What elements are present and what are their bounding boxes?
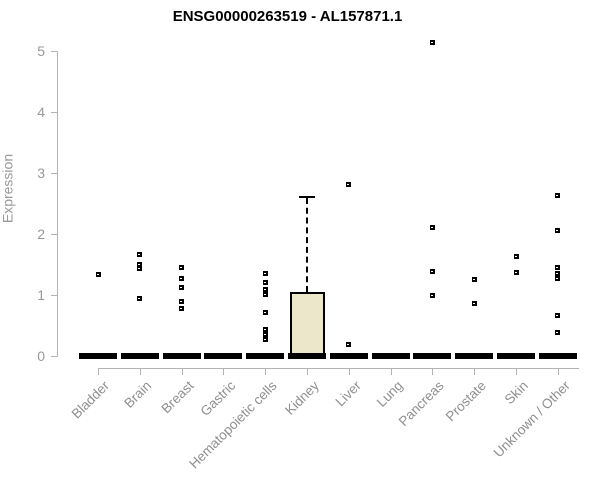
x-tick <box>223 368 225 375</box>
box-median-bar <box>455 352 494 359</box>
x-tick-label: Gastric <box>197 378 239 419</box>
x-tick <box>348 368 350 375</box>
x-tick <box>474 368 476 375</box>
y-tick-label: 0 <box>37 347 45 364</box>
y-tick <box>51 233 57 235</box>
y-tick <box>51 111 57 113</box>
x-tick-label: Bladder <box>69 378 113 422</box>
y-tick-label: 3 <box>37 164 45 181</box>
data-point <box>179 285 185 291</box>
data-point <box>262 326 268 332</box>
box-median-bar <box>288 352 326 359</box>
x-tick <box>390 368 392 375</box>
x-tick-label: Lung <box>373 378 406 410</box>
data-point <box>262 279 268 285</box>
data-point <box>262 336 268 342</box>
data-point <box>137 296 143 302</box>
data-point <box>429 292 435 298</box>
y-tick-label: 1 <box>37 286 45 303</box>
x-tick-label: Skin <box>501 378 531 408</box>
data-point <box>262 309 268 315</box>
x-tick-label: Prostate <box>442 378 489 425</box>
data-point <box>555 228 561 234</box>
data-point <box>179 306 185 312</box>
data-point <box>346 342 352 348</box>
y-tick-label: 5 <box>37 43 45 59</box>
chart-title: ENSG00000263519 - AL157871.1 <box>172 8 403 25</box>
x-tick <box>432 368 434 375</box>
x-axis-line <box>98 368 579 369</box>
data-point <box>555 276 561 282</box>
data-point <box>179 265 185 271</box>
box-median-bar <box>329 352 368 359</box>
data-point <box>179 299 185 305</box>
box-median-bar <box>162 352 201 359</box>
x-tick <box>557 368 559 375</box>
data-point <box>429 225 435 231</box>
data-point <box>471 276 477 282</box>
box-median-bar <box>246 352 285 359</box>
y-tick <box>51 172 57 174</box>
data-point <box>513 270 519 276</box>
data-point <box>429 268 435 274</box>
data-point <box>555 270 561 276</box>
data-point <box>513 253 519 259</box>
data-point <box>471 301 477 307</box>
x-tick <box>516 368 517 375</box>
data-point <box>555 330 561 336</box>
box-median-bar <box>497 352 535 359</box>
data-point <box>179 276 185 282</box>
data-point <box>137 251 143 257</box>
x-tick-label: Pancreas <box>396 378 448 429</box>
whisker-cap <box>299 196 315 199</box>
box-median-bar <box>204 352 243 359</box>
box-median-bar <box>79 352 117 359</box>
y-tick <box>51 51 57 52</box>
y-axis-line <box>57 51 58 357</box>
data-point <box>95 272 101 277</box>
box-median-bar <box>120 352 159 359</box>
y-tick-label: 4 <box>37 103 45 120</box>
y-tick-label: 2 <box>37 225 45 242</box>
data-point <box>262 292 268 298</box>
whisker-line <box>306 198 308 292</box>
x-tick <box>139 368 141 375</box>
data-point <box>137 261 143 267</box>
box-median-bar <box>413 352 452 359</box>
x-tick-label: Breast <box>158 378 197 417</box>
data-point <box>262 286 268 292</box>
x-tick-label: Unknown / Other <box>490 378 573 461</box>
data-point <box>137 265 143 271</box>
data-point <box>429 39 435 45</box>
x-tick-label: Liver <box>332 378 364 410</box>
x-tick <box>98 368 99 375</box>
data-point <box>555 312 561 318</box>
data-point <box>346 181 352 187</box>
x-tick <box>265 368 267 375</box>
x-tick <box>181 368 183 375</box>
data-point <box>555 265 561 271</box>
x-tick-label: Brain <box>121 378 155 411</box>
x-tick-label: Kidney <box>281 378 322 418</box>
box-iqr <box>289 291 325 359</box>
box-median-bar <box>538 352 577 359</box>
data-point <box>262 331 268 337</box>
y-tick <box>51 294 57 296</box>
y-tick <box>51 355 57 357</box>
data-point <box>555 192 561 198</box>
data-point <box>262 270 268 276</box>
x-tick <box>307 368 308 375</box>
box-median-bar <box>371 352 410 359</box>
